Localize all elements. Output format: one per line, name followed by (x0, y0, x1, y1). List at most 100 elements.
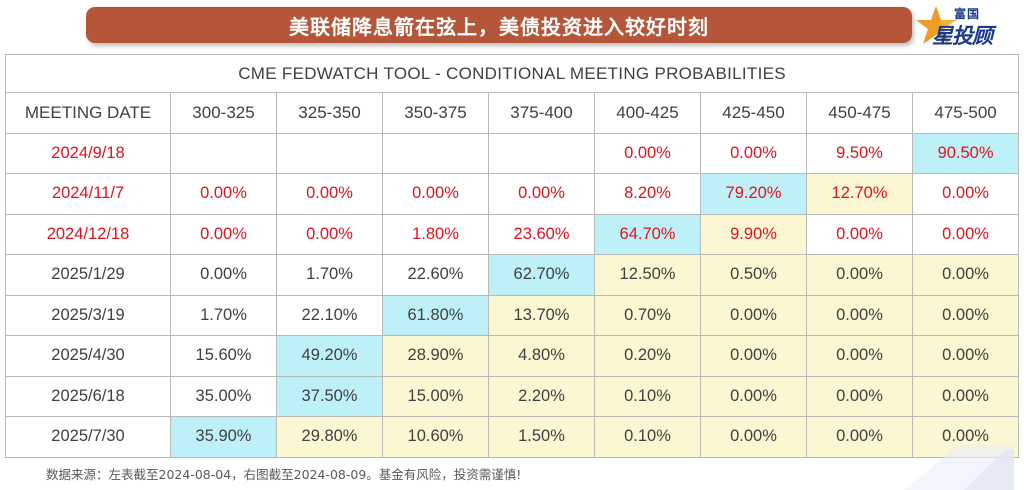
probability-cell (488, 132, 595, 174)
column-header: MEETING DATE (5, 92, 171, 134)
probability-cell: 1.70% (276, 254, 383, 296)
probability-cell: 0.00% (911, 213, 1020, 255)
page-title: 美联储降息箭在弦上，美债投资进入较好时刻 (289, 14, 709, 39)
probability-cell: 35.00% (170, 375, 277, 417)
meeting-date-cell: 2025/6/18 (5, 375, 171, 417)
meeting-date-cell: 2024/12/18 (5, 213, 171, 255)
probability-cell: 15.60% (170, 335, 277, 377)
probability-cell: 0.00% (382, 173, 489, 215)
column-header: 475-500 (911, 92, 1020, 134)
probability-cell: 64.70% (594, 213, 701, 255)
table-row: 2025/3/19 1.70% 22.10% 61.80% 13.70% 0.70% 0.0… (5, 294, 1020, 336)
probability-cell: 49.20% (276, 335, 383, 377)
probability-cell: 90.50% (911, 132, 1020, 174)
probability-cell: 0.00% (806, 416, 913, 458)
probability-cell: 0.00% (911, 294, 1020, 336)
table-row: 2025/7/30 35.90% 29.80% 10.60% 1.50% 0.10% 0.0… (5, 416, 1020, 458)
meeting-date-cell: 2025/1/29 (5, 254, 171, 296)
table-row: 2024/11/7 0.00% 0.00% 0.00% 0.00% 8.20% 79.20%… (5, 173, 1020, 215)
probability-cell: 0.00% (806, 335, 913, 377)
probability-cell: 0.00% (911, 254, 1020, 296)
probability-cell: 10.60% (382, 416, 489, 458)
star-icon (916, 6, 956, 44)
column-header: 375-400 (488, 92, 595, 134)
table-header-row: MEETING DATE 300-325 325-350 350-375 375… (5, 92, 1020, 134)
probability-cell: 0.00% (911, 375, 1020, 417)
source-footnote: 数据来源：左表截至2024-08-04，右图截至2024-08-09。基金有风险… (46, 467, 522, 482)
meeting-date-cell: 2024/11/7 (5, 173, 171, 215)
probability-cell: 9.50% (806, 132, 913, 174)
probability-cell: 0.00% (806, 254, 913, 296)
probability-cell: 79.20% (700, 173, 807, 215)
probability-cell: 1.70% (170, 294, 277, 336)
probability-cell: 0.00% (488, 173, 595, 215)
table-row: 2025/1/29 0.00% 1.70% 22.60% 62.70% 12.50% 0.5… (5, 254, 1020, 296)
column-header: 400-425 (594, 92, 701, 134)
brand-logo: 富国 星投顾 (914, 2, 1020, 50)
probability-cell: 1.50% (488, 416, 595, 458)
probability-cell: 0.00% (911, 335, 1020, 377)
probability-cell: 2.20% (488, 375, 595, 417)
probability-cell: 9.90% (700, 213, 807, 255)
probability-cell: 0.00% (700, 294, 807, 336)
probability-cell: 0.00% (700, 375, 807, 417)
probability-cell: 0.00% (276, 173, 383, 215)
probability-cell: 37.50% (276, 375, 383, 417)
meeting-date-cell: 2025/4/30 (5, 335, 171, 377)
probability-cell: 0.00% (806, 294, 913, 336)
probability-cell: 13.70% (488, 294, 595, 336)
column-header: 350-375 (382, 92, 489, 134)
column-header: 325-350 (276, 92, 383, 134)
meeting-date-cell: 2025/3/19 (5, 294, 171, 336)
probability-cell: 29.80% (276, 416, 383, 458)
logo-brand-text: 星投顾 (932, 24, 993, 48)
probability-cell: 0.00% (700, 416, 807, 458)
probability-table-container: CME FEDWATCH TOOL - CONDITIONAL MEETING … (4, 54, 1020, 458)
probability-cell: 15.00% (382, 375, 489, 417)
meeting-date-cell: 2025/7/30 (5, 416, 171, 458)
logo-top-text: 富国 (954, 7, 981, 21)
probability-cell: 0.00% (170, 213, 277, 255)
probability-cell: 61.80% (382, 294, 489, 336)
table-row: 2025/4/30 15.60% 49.20% 28.90% 4.80% 0.20% 0.0… (5, 335, 1020, 377)
probability-cell: 28.90% (382, 335, 489, 377)
column-header: 450-475 (806, 92, 913, 134)
probability-cell: 12.50% (594, 254, 701, 296)
probability-cell: 12.70% (806, 173, 913, 215)
probability-cell: 0.00% (911, 173, 1020, 215)
probability-cell: 0.00% (700, 132, 807, 174)
probability-cell: 0.20% (594, 335, 701, 377)
probability-cell: 0.00% (700, 335, 807, 377)
probability-cell: 0.50% (700, 254, 807, 296)
title-banner: 美联储降息箭在弦上，美债投资进入较好时刻 (86, 7, 912, 43)
table-row: 2025/6/18 35.00% 37.50% 15.00% 2.20% 0.10% 0.0… (5, 375, 1020, 417)
probability-cell (170, 132, 277, 174)
column-header: 300-325 (170, 92, 277, 134)
probability-cell (276, 132, 383, 174)
table-caption: CME FEDWATCH TOOL - CONDITIONAL MEETING … (4, 54, 1020, 93)
probability-cell: 22.10% (276, 294, 383, 336)
probability-cell: 0.70% (594, 294, 701, 336)
meeting-date-cell: 2024/9/18 (5, 132, 171, 174)
probability-cell: 0.10% (594, 375, 701, 417)
table-row: 2024/9/18 0.00% 0.00% 9.50% 90.50% (5, 132, 1020, 174)
probability-cell: 0.10% (594, 416, 701, 458)
probability-cell: 22.60% (382, 254, 489, 296)
probability-cell: 62.70% (488, 254, 595, 296)
probability-cell: 23.60% (488, 213, 595, 255)
probability-cell: 0.00% (170, 254, 277, 296)
probability-cell: 35.90% (170, 416, 277, 458)
probability-cell: 4.80% (488, 335, 595, 377)
probability-cell: 8.20% (594, 173, 701, 215)
probability-cell: 0.00% (806, 375, 913, 417)
probability-cell: 0.00% (170, 173, 277, 215)
probability-cell: 0.00% (594, 132, 701, 174)
probability-cell (382, 132, 489, 174)
probability-cell: 0.00% (806, 213, 913, 255)
probability-table: CME FEDWATCH TOOL - CONDITIONAL MEETING … (4, 54, 1020, 458)
watermark-graphic (904, 445, 1014, 490)
table-row: 2024/12/18 0.00% 0.00% 1.80% 23.60% 64.70% 9.9… (5, 213, 1020, 255)
column-header: 425-450 (700, 92, 807, 134)
probability-cell: 0.00% (276, 213, 383, 255)
probability-cell: 1.80% (382, 213, 489, 255)
